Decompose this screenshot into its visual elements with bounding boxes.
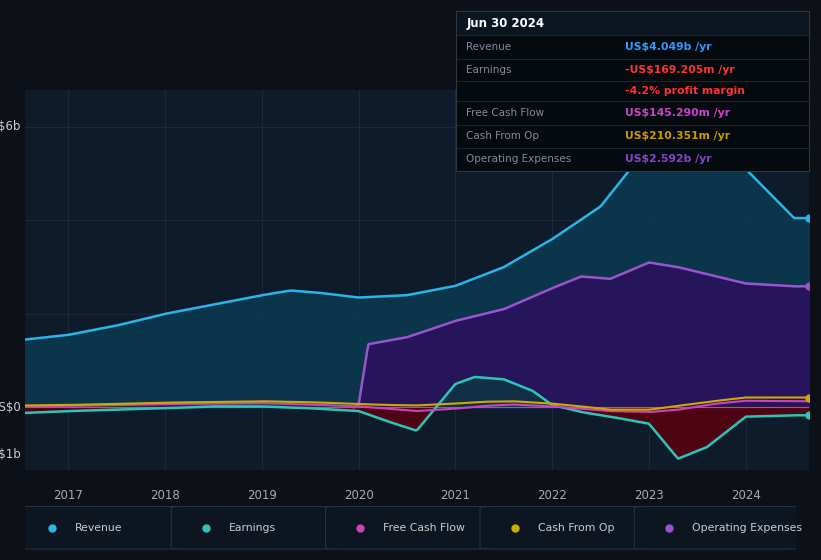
Text: US$0: US$0: [0, 401, 21, 414]
Text: -US$169.205m /yr: -US$169.205m /yr: [625, 66, 735, 75]
Text: Revenue: Revenue: [75, 523, 122, 533]
Text: Earnings: Earnings: [229, 523, 276, 533]
Text: US$145.290m /yr: US$145.290m /yr: [625, 108, 730, 118]
Bar: [456, 11, 809, 35]
FancyBboxPatch shape: [635, 506, 800, 549]
Text: 2017: 2017: [53, 489, 83, 502]
Text: 2024: 2024: [731, 489, 761, 502]
Text: 2022: 2022: [537, 489, 567, 502]
Text: Earnings: Earnings: [466, 66, 511, 75]
FancyBboxPatch shape: [172, 506, 337, 549]
FancyBboxPatch shape: [326, 506, 492, 549]
Text: US$2.592b /yr: US$2.592b /yr: [625, 154, 712, 164]
FancyBboxPatch shape: [17, 506, 183, 549]
Text: 2020: 2020: [344, 489, 374, 502]
Text: Cash From Op: Cash From Op: [538, 523, 614, 533]
FancyBboxPatch shape: [480, 506, 646, 549]
Text: Operating Expenses: Operating Expenses: [466, 154, 571, 164]
Text: Free Cash Flow: Free Cash Flow: [466, 108, 544, 118]
Text: 2018: 2018: [150, 489, 180, 502]
Text: US$4.049b /yr: US$4.049b /yr: [625, 42, 712, 52]
Text: -4.2% profit margin: -4.2% profit margin: [625, 86, 745, 96]
Text: 2019: 2019: [247, 489, 277, 502]
Text: Operating Expenses: Operating Expenses: [692, 523, 802, 533]
Text: Jun 30 2024: Jun 30 2024: [466, 17, 544, 30]
Text: Free Cash Flow: Free Cash Flow: [383, 523, 466, 533]
Text: Cash From Op: Cash From Op: [466, 131, 539, 141]
Text: 2023: 2023: [634, 489, 664, 502]
Text: US$210.351m /yr: US$210.351m /yr: [625, 131, 730, 141]
Text: 2021: 2021: [440, 489, 470, 502]
Text: US$6b: US$6b: [0, 120, 21, 133]
Text: Revenue: Revenue: [466, 42, 511, 52]
Text: -US$1b: -US$1b: [0, 447, 21, 460]
